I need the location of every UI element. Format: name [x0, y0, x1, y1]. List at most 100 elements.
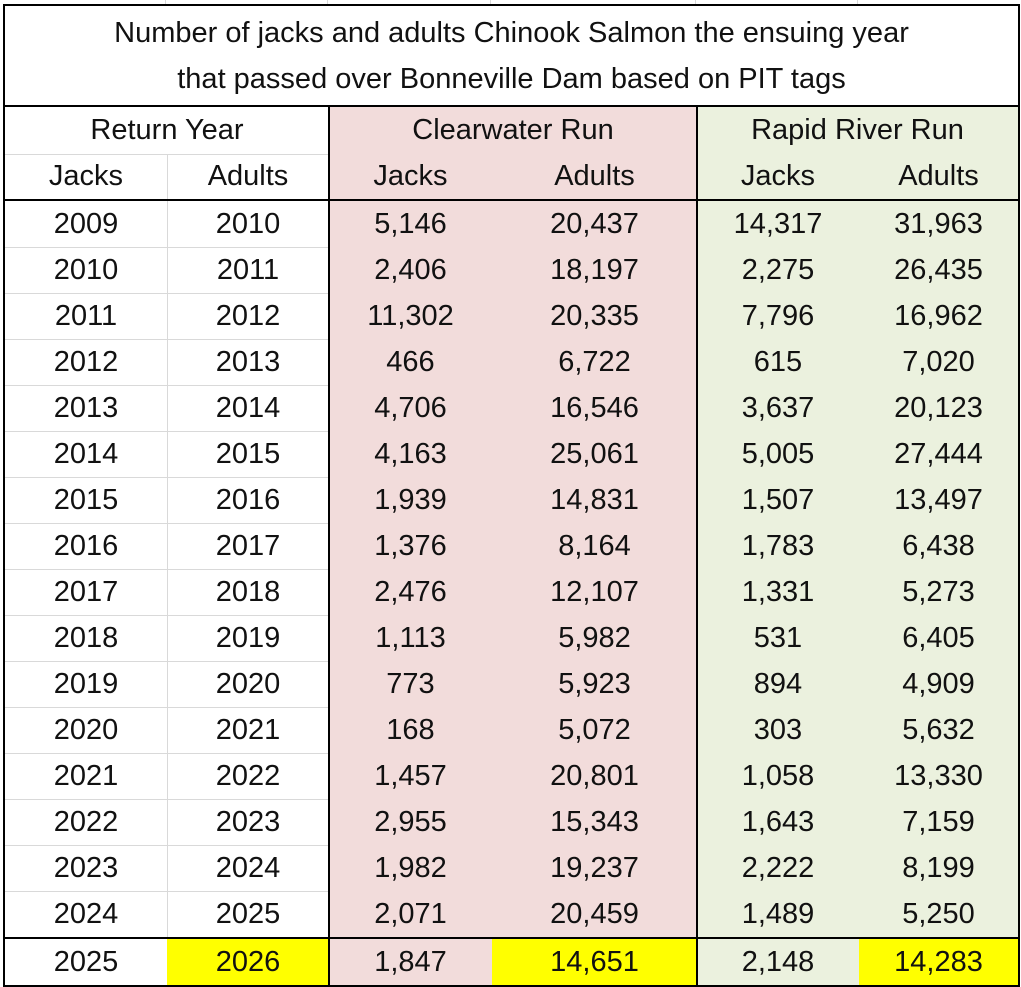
table-cell-return-jacks[interactable]: 2018: [53, 621, 119, 654]
table-cell-rapid-jacks[interactable]: 5,005: [741, 437, 815, 470]
table-cell-return-jacks[interactable]: 2010: [53, 253, 119, 286]
table-cell-rapid-adults[interactable]: 20,123: [894, 391, 983, 424]
table-cell-return-jacks[interactable]: 2013: [53, 391, 119, 424]
table-cell-return-jacks[interactable]: 2009: [53, 207, 119, 240]
table-cell-return-jacks[interactable]: 2020: [53, 713, 119, 746]
table-cell-return-adults[interactable]: 2025: [215, 897, 281, 930]
table-cell-clearwater-adults[interactable]: 16,546: [550, 391, 639, 424]
table-cell-clearwater-jacks[interactable]: 4,163: [374, 437, 447, 470]
table-cell-return-adults[interactable]: 2013: [215, 345, 281, 378]
table-cell-clearwater-adults[interactable]: 5,982: [558, 621, 631, 654]
table-cell-return-adults[interactable]: 2023: [215, 805, 281, 838]
table-cell-clearwater-adults[interactable]: 5,072: [558, 713, 631, 746]
table-cell-rapid-adults[interactable]: 5,273: [902, 575, 975, 608]
table-cell-rapid-jacks[interactable]: 1,058: [741, 759, 815, 792]
table-cell-return-jacks[interactable]: 2016: [53, 529, 119, 562]
table-cell-rapid-jacks[interactable]: 7,796: [741, 299, 815, 332]
table-cell-clearwater-adults[interactable]: 18,197: [550, 253, 639, 286]
table-cell-return-jacks[interactable]: 2017: [53, 575, 119, 608]
column-header-rapid-jacks[interactable]: Jacks: [740, 160, 816, 192]
forecast-cell-return-jacks[interactable]: 2025: [5, 939, 167, 985]
table-title[interactable]: Number of jacks and adults Chinook Salmo…: [5, 6, 1018, 107]
table-cell-clearwater-jacks[interactable]: 1,457: [374, 759, 447, 792]
table-cell-clearwater-jacks[interactable]: 1,113: [375, 621, 446, 654]
table-cell-rapid-jacks[interactable]: 1,783: [741, 529, 815, 562]
table-cell-clearwater-adults[interactable]: 19,237: [550, 851, 639, 884]
table-cell-return-jacks[interactable]: 2022: [53, 805, 119, 838]
table-cell-rapid-adults[interactable]: 6,438: [902, 529, 975, 562]
column-header-return-jacks[interactable]: Jacks: [48, 160, 124, 192]
table-cell-rapid-adults[interactable]: 13,497: [894, 483, 983, 516]
table-cell-clearwater-adults[interactable]: 20,459: [550, 897, 639, 930]
highlighted-forecast-cell-return-adults[interactable]: 2026: [167, 939, 329, 985]
table-cell-clearwater-adults[interactable]: 14,831: [550, 483, 639, 516]
table-cell-return-adults[interactable]: 2021: [215, 713, 281, 746]
column-header-rapid-adults[interactable]: Adults: [898, 160, 979, 192]
column-header-clearwater-jacks[interactable]: Jacks: [373, 160, 448, 192]
table-cell-clearwater-jacks[interactable]: 1,982: [374, 851, 447, 884]
table-cell-clearwater-jacks[interactable]: 168: [386, 713, 435, 746]
table-cell-return-adults[interactable]: 2019: [215, 621, 281, 654]
table-cell-clearwater-jacks[interactable]: 5,146: [374, 207, 447, 240]
table-cell-clearwater-jacks[interactable]: 2,071: [374, 897, 447, 930]
table-cell-rapid-jacks[interactable]: 1,507: [741, 483, 815, 516]
table-cell-rapid-adults[interactable]: 13,330: [894, 759, 983, 792]
table-cell-return-jacks[interactable]: 2021: [53, 759, 119, 792]
table-cell-clearwater-jacks[interactable]: 1,376: [374, 529, 447, 562]
group-header-rapid-river-run[interactable]: Rapid River Run: [751, 114, 964, 146]
table-cell-clearwater-jacks[interactable]: 773: [386, 667, 435, 700]
table-cell-rapid-adults[interactable]: 7,159: [902, 805, 975, 838]
table-cell-clearwater-adults[interactable]: 8,164: [558, 529, 631, 562]
table-cell-return-jacks[interactable]: 2011: [54, 299, 118, 332]
table-cell-return-adults[interactable]: 2022: [215, 759, 281, 792]
column-header-clearwater-adults[interactable]: Adults: [554, 160, 635, 192]
table-cell-return-adults[interactable]: 2012: [215, 299, 281, 332]
table-cell-clearwater-adults[interactable]: 20,801: [550, 759, 639, 792]
table-cell-rapid-adults[interactable]: 27,444: [894, 437, 983, 470]
column-header-return-adults[interactable]: Adults: [207, 160, 289, 192]
table-cell-rapid-adults[interactable]: 5,632: [902, 713, 975, 746]
table-cell-rapid-jacks[interactable]: 303: [753, 713, 803, 746]
table-cell-rapid-adults[interactable]: 31,963: [894, 207, 983, 240]
table-cell-return-adults[interactable]: 2011: [216, 253, 280, 286]
table-cell-rapid-adults[interactable]: 5,250: [902, 897, 975, 930]
table-cell-clearwater-jacks[interactable]: 466: [386, 345, 435, 378]
table-cell-rapid-jacks[interactable]: 531: [753, 621, 803, 654]
table-cell-rapid-jacks[interactable]: 3,637: [741, 391, 815, 424]
table-cell-rapid-jacks[interactable]: 1,331: [741, 575, 815, 608]
table-cell-clearwater-jacks[interactable]: 11,302: [367, 299, 454, 332]
table-cell-return-jacks[interactable]: 2015: [53, 483, 119, 516]
table-cell-rapid-adults[interactable]: 4,909: [902, 667, 975, 700]
table-cell-return-adults[interactable]: 2015: [215, 437, 281, 470]
table-cell-rapid-jacks[interactable]: 615: [753, 345, 803, 378]
highlighted-forecast-cell-clearwater-adults[interactable]: 14,651: [492, 939, 697, 985]
group-header-return-year[interactable]: Return Year: [90, 114, 244, 146]
table-cell-rapid-jacks[interactable]: 2,275: [741, 253, 815, 286]
table-cell-clearwater-adults[interactable]: 5,923: [558, 667, 631, 700]
table-cell-rapid-jacks[interactable]: 1,489: [741, 897, 815, 930]
table-cell-clearwater-adults[interactable]: 25,061: [550, 437, 639, 470]
table-cell-clearwater-jacks[interactable]: 2,955: [374, 805, 447, 838]
table-cell-clearwater-jacks[interactable]: 2,476: [374, 575, 447, 608]
table-cell-return-jacks[interactable]: 2019: [53, 667, 119, 700]
table-cell-clearwater-adults[interactable]: 12,107: [550, 575, 639, 608]
table-cell-return-adults[interactable]: 2017: [215, 529, 281, 562]
table-cell-return-jacks[interactable]: 2024: [53, 897, 119, 930]
table-cell-rapid-jacks[interactable]: 894: [753, 667, 803, 700]
table-cell-rapid-adults[interactable]: 6,405: [902, 621, 975, 654]
table-cell-return-adults[interactable]: 2014: [215, 391, 281, 424]
table-cell-clearwater-jacks[interactable]: 4,706: [374, 391, 447, 424]
table-cell-rapid-jacks[interactable]: 2,222: [741, 851, 815, 884]
forecast-cell-clearwater-jacks[interactable]: 1,847: [374, 945, 447, 978]
table-cell-rapid-jacks[interactable]: 14,317: [733, 207, 823, 240]
group-header-clearwater-run[interactable]: Clearwater Run: [412, 114, 614, 146]
table-cell-rapid-adults[interactable]: 7,020: [902, 345, 975, 378]
table-cell-clearwater-jacks[interactable]: 2,406: [374, 253, 447, 286]
table-cell-return-jacks[interactable]: 2023: [53, 851, 119, 884]
table-cell-return-adults[interactable]: 2018: [215, 575, 281, 608]
forecast-cell-rapid-jacks[interactable]: 2,148: [741, 945, 815, 978]
table-cell-clearwater-adults[interactable]: 6,722: [558, 345, 631, 378]
table-cell-clearwater-adults[interactable]: 20,335: [550, 299, 639, 332]
highlighted-forecast-cell-rapid-adults[interactable]: 14,283: [859, 939, 1018, 985]
table-cell-rapid-jacks[interactable]: 1,643: [741, 805, 815, 838]
